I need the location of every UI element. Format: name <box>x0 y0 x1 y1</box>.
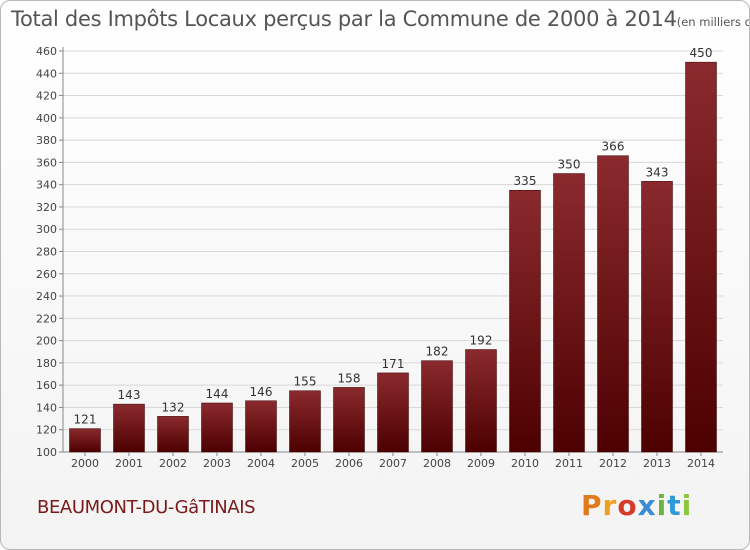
chart-title-text: Total des Impôts Locaux perçus par la Co… <box>11 7 677 31</box>
bar-value-label: 155 <box>294 375 317 389</box>
bar <box>333 387 365 453</box>
logo-letter: P <box>581 489 603 522</box>
x-tick-label: 2007 <box>379 457 407 470</box>
x-tick-label: 2006 <box>335 457 363 470</box>
bar <box>421 360 453 453</box>
bar-value-label: 366 <box>602 140 625 154</box>
bar <box>113 403 145 453</box>
x-tick-label: 2004 <box>247 457 275 470</box>
y-tick-label: 240 <box>36 290 57 303</box>
bar <box>377 372 409 453</box>
y-tick-label: 120 <box>36 424 57 437</box>
bar-value-label: 144 <box>206 387 229 401</box>
x-tick-label: 2000 <box>71 457 99 470</box>
logo-letter: x <box>637 489 657 522</box>
x-tick-label: 2010 <box>511 457 539 470</box>
bar-value-label: 158 <box>338 371 361 385</box>
y-tick-label: 160 <box>36 379 57 392</box>
y-tick-label: 140 <box>36 401 57 414</box>
bar <box>157 416 189 453</box>
y-tick-label: 300 <box>36 223 57 236</box>
x-tick-label: 2008 <box>423 457 451 470</box>
y-tick-label: 220 <box>36 312 57 325</box>
bar <box>641 181 673 453</box>
y-tick-label: 420 <box>36 90 57 103</box>
chart-title-unit: (en milliers d'€) <box>676 15 749 29</box>
y-tick-label: 440 <box>36 67 57 80</box>
bar-value-label: 143 <box>118 388 141 402</box>
bar <box>245 400 277 453</box>
x-tick-label: 2003 <box>203 457 231 470</box>
bar-value-label: 132 <box>162 400 185 414</box>
bar-value-label: 450 <box>690 46 713 60</box>
y-tick-label: 360 <box>36 156 57 169</box>
chart-title: Total des Impôts Locaux perçus par la Co… <box>11 7 749 31</box>
y-tick-label: 260 <box>36 268 57 281</box>
y-tick-label: 380 <box>36 134 57 147</box>
x-tick-label: 2013 <box>643 457 671 470</box>
bar <box>685 61 717 453</box>
bar <box>509 189 541 453</box>
y-tick-label: 100 <box>36 446 57 459</box>
logo-letter: i <box>656 489 668 522</box>
x-tick-label: 2011 <box>555 457 583 470</box>
x-tick-label: 2012 <box>599 457 627 470</box>
bar-value-label: 350 <box>558 158 581 172</box>
y-tick-label: 180 <box>36 357 57 370</box>
x-tick-label: 2014 <box>687 457 715 470</box>
y-tick-label: 320 <box>36 201 57 214</box>
bar <box>69 428 101 453</box>
x-tick-label: 2009 <box>467 457 495 470</box>
x-tick-label: 2005 <box>291 457 319 470</box>
bar <box>289 390 321 453</box>
bar-value-label: 182 <box>426 345 449 359</box>
logo-letter: r <box>602 489 618 522</box>
proxiti-logo: Proxiti <box>581 489 692 522</box>
logo-letter: o <box>617 489 638 522</box>
commune-name: BEAUMONT-DU-GâTINAIS <box>37 497 256 518</box>
y-tick-label: 340 <box>36 179 57 192</box>
y-tick-label: 460 <box>36 45 57 58</box>
bar-value-label: 343 <box>646 165 669 179</box>
y-tick-label: 400 <box>36 112 57 125</box>
bar <box>201 402 233 453</box>
x-tick-label: 2002 <box>159 457 187 470</box>
bar-value-label: 171 <box>382 357 405 371</box>
y-tick-label: 200 <box>36 335 57 348</box>
logo-letter: i <box>681 489 693 522</box>
bar-value-label: 146 <box>250 385 273 399</box>
bar-value-label: 192 <box>470 334 493 348</box>
bar-value-label: 335 <box>514 174 537 188</box>
bar-chart: 100 120 140 160 180 200 220 240 260 280 300 320 340 3… <box>36 45 723 470</box>
bar <box>465 349 497 453</box>
bar <box>553 173 585 453</box>
logo-letter: t <box>667 489 682 522</box>
bar-value-label: 121 <box>74 413 97 427</box>
bar <box>597 155 629 453</box>
x-tick-label: 2001 <box>115 457 143 470</box>
y-tick-label: 280 <box>36 246 57 259</box>
